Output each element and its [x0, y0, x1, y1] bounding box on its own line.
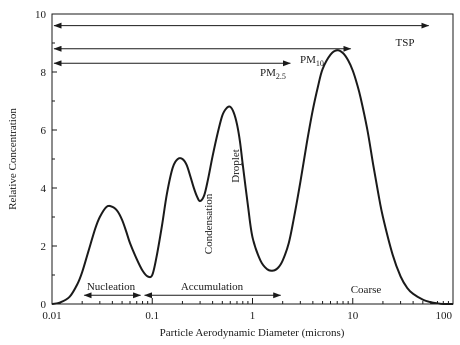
- x-axis-ticks: 0.01 0.1 1 10 100: [42, 298, 454, 322]
- accumulation-label: Accumulation: [181, 281, 244, 293]
- x-tick-label: 100: [436, 310, 453, 322]
- x-tick-label: 10: [347, 310, 359, 322]
- x-tick-label: 0.01: [42, 310, 61, 322]
- tsp-label: TSP: [396, 37, 415, 49]
- y-tick-label: 0: [41, 299, 47, 311]
- y-tick-label: 2: [41, 241, 47, 253]
- y-tick-label: 4: [41, 183, 47, 195]
- x-axis-title: Particle Aerodynamic Diameter (microns): [160, 327, 345, 339]
- pm25-label: PM2.5: [260, 67, 286, 81]
- pm10-label-base: PM: [300, 54, 316, 66]
- concentration-curve: [51, 49, 454, 306]
- y-tick-label: 10: [35, 9, 47, 21]
- pm10-label-subscript: 10: [316, 59, 324, 68]
- condensation-label: Condensation: [203, 193, 215, 254]
- droplet-label: Droplet: [230, 149, 242, 183]
- nucleation-label: Nucleation: [87, 281, 136, 293]
- x-tick-label: 0.1: [145, 310, 159, 322]
- y-tick-label: 8: [41, 67, 47, 79]
- x-tick-label: 1: [250, 310, 256, 322]
- coarse-label: Coarse: [351, 284, 382, 296]
- y-axis-ticks: 0 2 4 6 8 10: [35, 9, 57, 311]
- size-range-arrows: [53, 22, 430, 299]
- y-axis-title: Relative Concentration: [7, 108, 19, 210]
- y-tick-label: 6: [41, 125, 47, 137]
- pm10-label: PM10: [300, 54, 324, 68]
- pm25-label-subscript: 2.5: [276, 72, 286, 81]
- plot-frame: [51, 13, 454, 305]
- pm25-label-base: PM: [260, 67, 276, 79]
